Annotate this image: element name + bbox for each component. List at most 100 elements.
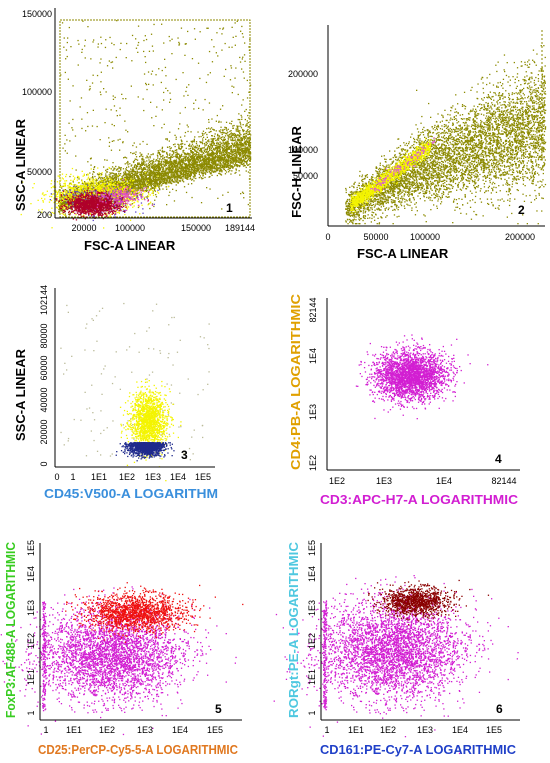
x-tick-label: 1 [70, 472, 75, 482]
panel-4-y-ticks: 1E2 1E3 1E4 82144 [308, 297, 318, 471]
x-tick-label: 1E3 [145, 472, 161, 482]
panel-1-gate [59, 19, 251, 218]
panel-4-dots [355, 334, 489, 420]
panel-5-y-ticks: 1 1E1 1E2 1E3 1E4 1E5 [26, 540, 36, 716]
x-tick-label: 1E3 [376, 476, 392, 486]
x-tick-label: 1E1 [348, 725, 364, 735]
x-tick-label: 1E1 [66, 725, 82, 735]
x-tick-label: 1 [43, 725, 48, 735]
y-tick-label: 1E5 [26, 540, 36, 556]
panel-3-dots [60, 302, 210, 482]
x-tick-label: 200000 [505, 232, 535, 242]
panel-6-number: 6 [496, 702, 503, 716]
y-tick-label: 20000 [39, 419, 49, 444]
x-tick-label: 1E2 [119, 472, 135, 482]
panel-6-dots [273, 575, 519, 755]
panel-4-number: 4 [495, 452, 502, 466]
y-tick-label: 40000 [39, 387, 49, 412]
x-tick-label: 1E1 [91, 472, 107, 482]
panel-5-magenta-events [0, 586, 237, 751]
y-tick-label: 0 [39, 461, 49, 466]
y-tick-label: 102144 [39, 285, 49, 315]
y-tick-label: 100000 [22, 87, 52, 97]
y-tick-label: 1 [307, 710, 317, 715]
panel-2-dots [345, 30, 547, 225]
panel-1-y-ticks: 200 50000 100000 150000 [22, 9, 52, 220]
x-tick-label: 1E3 [417, 725, 433, 735]
panel-2-olive-events [345, 45, 547, 225]
y-tick-label: 1 [26, 710, 36, 715]
x-tick-label: 1E5 [486, 725, 502, 735]
x-tick-label: 50000 [363, 232, 388, 242]
y-tick-label: 1E2 [26, 633, 36, 649]
y-tick-label: 1E4 [308, 348, 318, 364]
panel-2-y-ticks: 50000 100000 200000 [288, 69, 318, 181]
x-tick-label: 1E4 [172, 725, 188, 735]
y-tick-label: 150000 [22, 9, 52, 19]
panel-3-navy-events [115, 442, 175, 462]
x-tick-label: 0 [54, 472, 59, 482]
panel-5-dots [0, 582, 244, 751]
panel-5-edge-events [42, 601, 47, 712]
x-tick-label: 1E3 [137, 725, 153, 735]
y-tick-label: 1E2 [307, 633, 317, 649]
panel-2: 0 50000 100000 200000 50000 100000 200000 FSC… [288, 25, 547, 261]
panel-2-x-label: FSC-A LINEAR [357, 246, 449, 261]
panel-3-y-ticks: 0 20000 40000 60000 80000 102144 [39, 285, 49, 467]
x-tick-label: 1E5 [207, 725, 223, 735]
panel-3-y-label: SSC-A LINEAR [13, 348, 28, 441]
panel-1-x-ticks: 20000 100000 150000 189144 [71, 223, 255, 233]
y-tick-label: 80000 [39, 323, 49, 348]
panel-6-x-ticks: 1 1E1 1E2 1E3 1E4 1E5 [324, 725, 502, 735]
panel-2-pink-events [370, 137, 436, 192]
panel-6: 1 1E1 1E2 1E3 1E4 1E5 1 1E1 1E2 1E3 1E4 1E5 CD161:… [273, 540, 520, 757]
panel-1-dots [20, 19, 252, 229]
panel-3-number: 3 [181, 448, 188, 462]
x-tick-label: 1E2 [99, 725, 115, 735]
panel-6-edge-events [323, 600, 328, 711]
y-tick-label: 1E5 [307, 540, 317, 556]
panel-1: 20000 100000 150000 189144 200 50000 100000 15… [13, 8, 255, 253]
panel-1-pink-events [89, 179, 154, 212]
panel-5-number: 5 [215, 702, 222, 716]
x-tick-label: 20000 [71, 223, 96, 233]
panel-5-x-ticks: 1 1E1 1E2 1E3 1E4 1E5 [43, 725, 223, 735]
panel-1-olive-sparse [60, 20, 252, 210]
panel-2-y-label: FSC-H LINEAR [289, 126, 304, 218]
y-tick-label: 1E4 [26, 566, 36, 582]
panel-1-x-label: FSC-A LINEAR [84, 238, 176, 253]
x-tick-label: 1E4 [170, 472, 186, 482]
panel-4-x-label: CD3:APC-H7-A LOGARITHMIC [320, 492, 519, 507]
panel-6-y-label: RORgt:PE-A LOGARITHMIC [286, 541, 301, 718]
x-tick-label: 1E4 [436, 476, 452, 486]
panel-3-yellow-events [119, 378, 182, 482]
x-tick-label: 100000 [410, 232, 440, 242]
x-tick-label: 1E2 [329, 476, 345, 486]
panel-6-y-ticks: 1 1E1 1E2 1E3 1E4 1E5 [307, 540, 317, 716]
x-tick-label: 1E4 [452, 725, 468, 735]
y-tick-label: 1E1 [26, 669, 36, 685]
panel-5-red-events [65, 582, 244, 643]
y-tick-label: 1E3 [308, 404, 318, 420]
panel-2-x-ticks: 0 50000 100000 200000 [325, 232, 535, 242]
x-tick-label: 1E2 [380, 725, 396, 735]
y-tick-label: 200 [37, 210, 52, 220]
x-tick-label: 1E5 [195, 472, 211, 482]
panel-4: 1E2 1E3 1E4 82144 1E2 1E3 1E4 82144 CD3:APC-H7… [288, 293, 520, 507]
panel-2-number: 2 [518, 203, 525, 217]
panel-4-magenta-events [355, 334, 489, 420]
y-tick-label: 1E2 [308, 455, 318, 471]
panel-1-y-label: SSC-A LINEAR [13, 118, 28, 211]
x-tick-label: 100000 [115, 223, 145, 233]
panel-3-sparse-events [60, 302, 210, 461]
y-tick-label: 1E1 [307, 669, 317, 685]
panel-5: 1 1E1 1E2 1E3 1E4 1E5 1 1E1 1E2 1E3 1E4 1E5 CD25:P… [0, 540, 244, 757]
y-tick-label: 1E4 [307, 566, 317, 582]
y-tick-label: 60000 [39, 355, 49, 380]
y-tick-label: 1E3 [307, 600, 317, 616]
x-tick-label: 189144 [225, 223, 255, 233]
panel-5-x-label: CD25:PerCP-Cy5-5-A LOGARITHMIC [38, 742, 239, 757]
panel-5-y-label: FoxP3:AF488-A LOGARITHMIC [3, 541, 18, 718]
panel-4-x-ticks: 1E2 1E3 1E4 82144 [329, 476, 517, 486]
y-tick-label: 1E3 [26, 600, 36, 616]
